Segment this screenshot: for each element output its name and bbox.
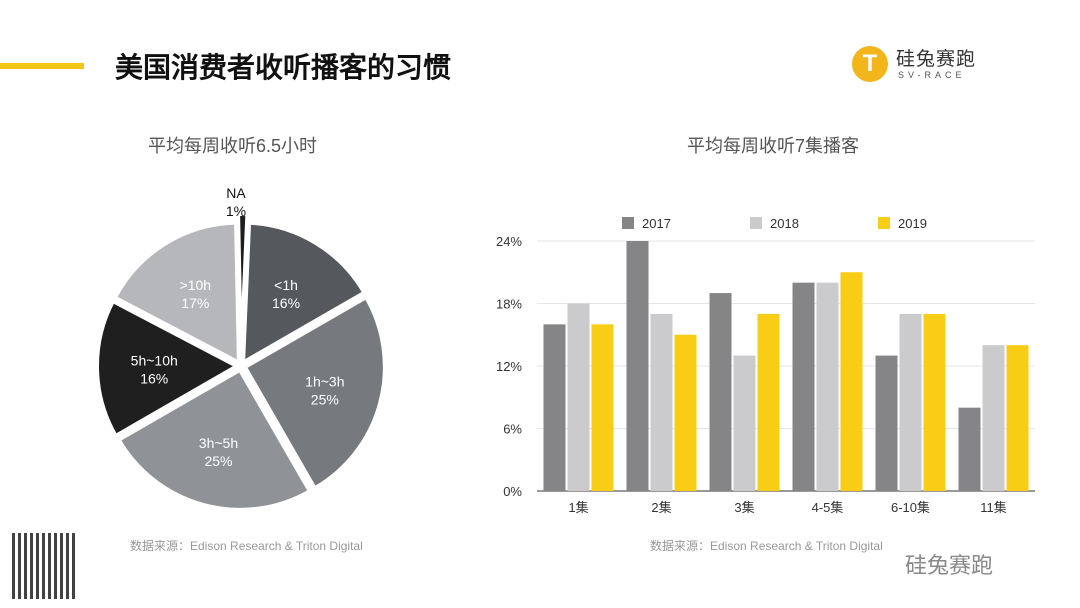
pie-label: 1h~3h bbox=[305, 374, 344, 390]
y-tick-label: 24% bbox=[496, 234, 522, 249]
bar-2018 bbox=[567, 303, 590, 491]
y-tick-label: 6% bbox=[503, 422, 522, 437]
bar-2018 bbox=[982, 345, 1005, 491]
bar-2018 bbox=[899, 313, 922, 491]
bar-2019 bbox=[840, 272, 863, 491]
legend-swatch bbox=[750, 217, 762, 229]
x-tick-label: 2集 bbox=[651, 500, 671, 515]
x-tick-label: 11集 bbox=[980, 500, 1007, 515]
logo-subtext: SV-RACE bbox=[898, 70, 966, 80]
legend-swatch bbox=[878, 217, 890, 229]
x-tick-label: 1集 bbox=[568, 500, 588, 515]
pie-slice bbox=[242, 294, 387, 492]
pie-percent: 1% bbox=[226, 203, 246, 219]
bar-2017 bbox=[543, 324, 566, 491]
bar-2019 bbox=[757, 313, 780, 491]
qr-code bbox=[12, 533, 78, 599]
pie-source: 数据来源：Edison Research & Triton Digital bbox=[130, 539, 363, 553]
legend-swatch bbox=[622, 217, 634, 229]
bar-title: 平均每周收听7集播客 bbox=[687, 136, 860, 156]
bar-2017 bbox=[875, 355, 898, 491]
bar-2019 bbox=[1006, 345, 1029, 491]
logo-icon: T bbox=[852, 46, 888, 82]
pie-title: 平均每周收听6.5小时 bbox=[148, 136, 318, 156]
pie-label: 3h~5h bbox=[199, 435, 238, 451]
pie-percent: 25% bbox=[311, 392, 339, 408]
title-accent-bar bbox=[0, 63, 84, 69]
watermark: 硅兔赛跑 bbox=[905, 553, 994, 578]
legend-label: 2017 bbox=[642, 216, 671, 231]
bar-2017 bbox=[626, 241, 649, 491]
y-tick-label: 0% bbox=[503, 484, 522, 499]
pie-label: <1h bbox=[274, 277, 298, 293]
legend-label: 2019 bbox=[898, 216, 927, 231]
bar-2019 bbox=[674, 334, 697, 491]
bar-2017 bbox=[958, 407, 981, 491]
y-tick-label: 12% bbox=[496, 359, 522, 374]
x-tick-label: 4-5集 bbox=[812, 500, 844, 515]
page-title: 美国消费者收听播客的习惯 bbox=[115, 52, 452, 83]
pie-slice bbox=[115, 367, 313, 512]
pie-percent: 25% bbox=[204, 453, 232, 469]
logo-text: 硅兔赛跑 bbox=[896, 49, 977, 70]
logo: T 硅兔赛跑 SV-RACE bbox=[852, 44, 1002, 84]
bar-2017 bbox=[792, 282, 815, 491]
pie-slice bbox=[240, 220, 368, 367]
pie-slice bbox=[112, 220, 241, 366]
bar-2017 bbox=[709, 293, 732, 491]
pie-percent: 17% bbox=[181, 295, 209, 311]
bar-2019 bbox=[923, 313, 946, 491]
pie-label: >10h bbox=[180, 277, 212, 293]
bar-2018 bbox=[650, 313, 673, 491]
bar-2018 bbox=[733, 355, 756, 491]
legend-label: 2018 bbox=[770, 216, 799, 231]
pie-label: 5h~10h bbox=[131, 353, 178, 369]
bar-2019 bbox=[591, 324, 614, 491]
bar-2018 bbox=[816, 282, 839, 491]
pie-percent: 16% bbox=[140, 371, 168, 387]
pie-label: NA bbox=[226, 185, 246, 201]
y-tick-label: 18% bbox=[496, 297, 522, 312]
pie-slice bbox=[236, 212, 250, 363]
x-tick-label: 6-10集 bbox=[891, 500, 930, 515]
bar-source: 数据来源：Edison Research & Triton Digital bbox=[650, 539, 883, 553]
pie-percent: 16% bbox=[272, 295, 300, 311]
x-tick-label: 3集 bbox=[734, 500, 754, 515]
pie-slice bbox=[95, 298, 242, 439]
